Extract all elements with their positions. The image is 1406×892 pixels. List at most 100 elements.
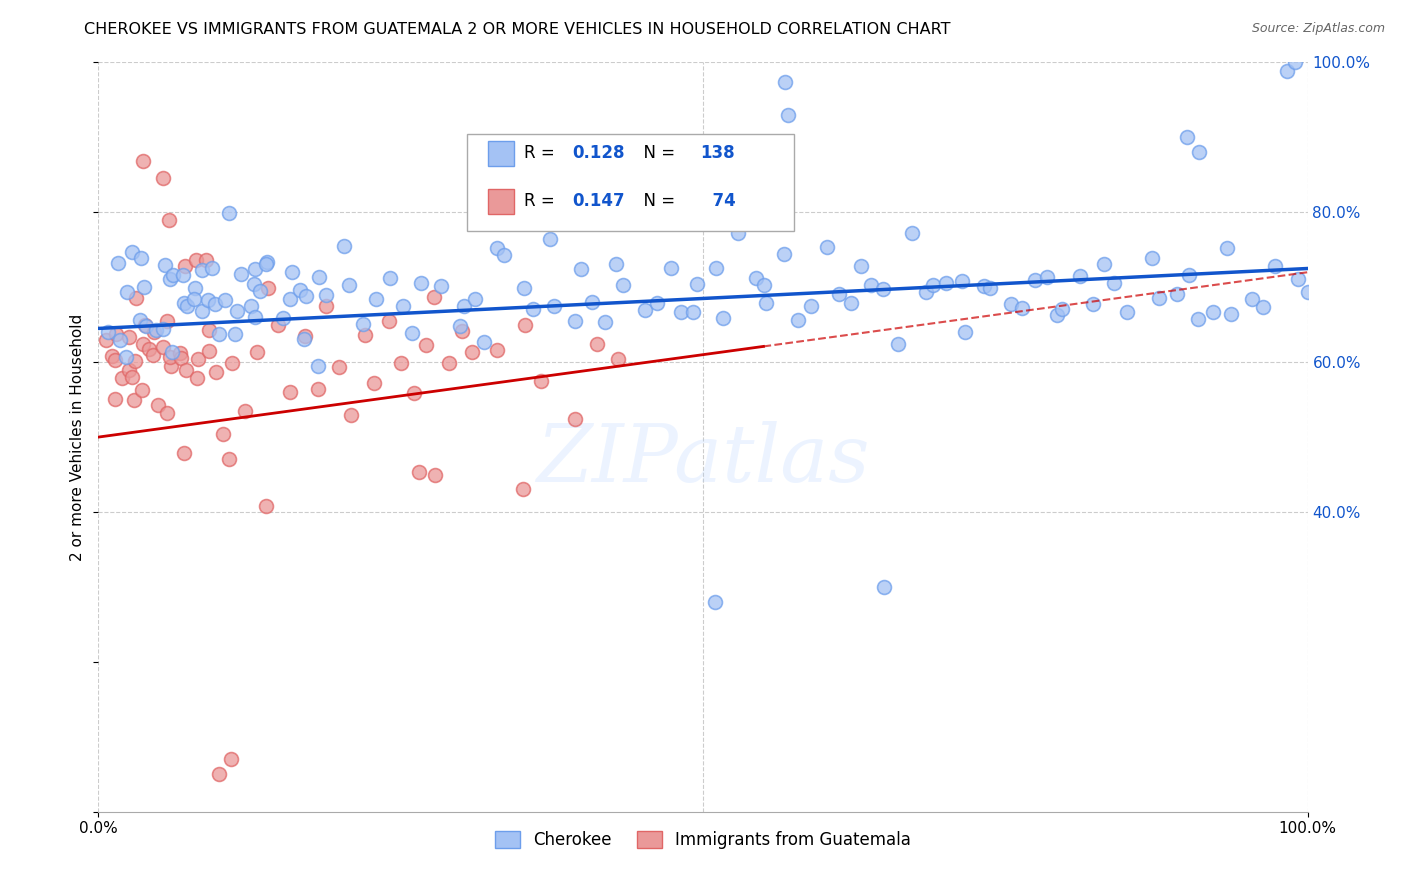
Point (887, 336, 910, 351)
Point (647, 296, 669, 310)
Point (128, 313, 150, 327)
Point (540, 232, 562, 246)
Point (254, 499, 277, 513)
Point (160, 345, 183, 359)
Point (134, 318, 156, 332)
Point (915, 285, 938, 300)
Point (226, 303, 249, 318)
Point (186, 371, 208, 385)
Point (195, 252, 218, 267)
Point (307, 382, 329, 396)
Point (1036, 270, 1059, 285)
Point (111, 371, 134, 385)
Point (118, 330, 141, 344)
Point (449, 318, 471, 333)
Point (96, 333, 118, 347)
Point (1187, 312, 1209, 326)
Point (686, 277, 709, 291)
Point (1115, 305, 1137, 319)
Point (472, 335, 495, 350)
Point (671, 305, 693, 319)
Point (208, 767, 231, 781)
Point (214, 293, 236, 307)
Point (973, 279, 995, 293)
Point (256, 255, 278, 269)
Point (212, 427, 235, 442)
Point (1166, 287, 1188, 301)
Point (243, 262, 266, 277)
Point (169, 346, 191, 360)
Point (246, 344, 269, 359)
Point (267, 318, 290, 332)
Point (190, 263, 212, 277)
Point (153, 259, 176, 273)
Point (146, 398, 169, 412)
Point (745, 270, 768, 285)
Point (131, 383, 153, 397)
Point (278, 292, 301, 306)
Point (392, 299, 415, 313)
Point (198, 344, 221, 359)
Point (333, 239, 356, 253)
Point (569, 261, 592, 276)
Point (352, 317, 374, 331)
Point (485, 241, 508, 255)
Point (156, 314, 179, 328)
Point (872, 282, 894, 296)
Point (174, 259, 197, 273)
Point (415, 337, 437, 351)
Point (464, 292, 486, 306)
Point (160, 359, 183, 373)
Point (1046, 308, 1069, 322)
Point (121, 245, 143, 260)
Point (125, 291, 148, 305)
Point (100, 349, 122, 363)
Point (522, 301, 544, 316)
Point (634, 303, 657, 318)
Point (1188, 145, 1211, 160)
Point (257, 281, 280, 295)
Point (612, 277, 634, 292)
Point (659, 261, 682, 276)
Point (176, 299, 198, 313)
Point (815, 240, 838, 254)
Point (143, 325, 166, 339)
Point (1286, 272, 1309, 286)
Point (138, 342, 160, 356)
Point (922, 278, 945, 293)
Point (530, 374, 553, 388)
Point (953, 326, 976, 340)
Point (315, 299, 337, 313)
Point (278, 384, 301, 399)
Point (131, 337, 153, 351)
Point (1264, 260, 1286, 274)
Point (776, 108, 799, 122)
Point (121, 370, 143, 384)
Text: CHEROKEE VS IMMIGRANTS FROM GUATEMALA 2 OR MORE VEHICLES IN HOUSEHOLD CORRELATIO: CHEROKEE VS IMMIGRANTS FROM GUATEMALA 2 … (84, 22, 950, 37)
Point (184, 281, 207, 295)
Point (402, 386, 425, 401)
Point (104, 353, 127, 368)
Point (187, 351, 209, 366)
Point (288, 283, 311, 297)
Point (107, 256, 129, 270)
Point (377, 313, 399, 327)
Point (191, 304, 214, 318)
Point (513, 318, 536, 332)
Point (173, 445, 195, 459)
Point (1251, 300, 1274, 314)
Point (752, 277, 775, 292)
Point (233, 404, 256, 418)
Text: R =: R = (524, 145, 560, 162)
Point (935, 277, 957, 291)
Point (174, 362, 197, 376)
Point (129, 252, 152, 266)
Point (124, 353, 146, 368)
Point (173, 296, 195, 310)
Point (1296, 285, 1319, 299)
Point (159, 212, 181, 227)
Point (205, 365, 228, 379)
Point (773, 75, 796, 89)
Text: 0.147: 0.147 (572, 193, 626, 211)
Text: Source: ZipAtlas.com: Source: ZipAtlas.com (1251, 22, 1385, 36)
